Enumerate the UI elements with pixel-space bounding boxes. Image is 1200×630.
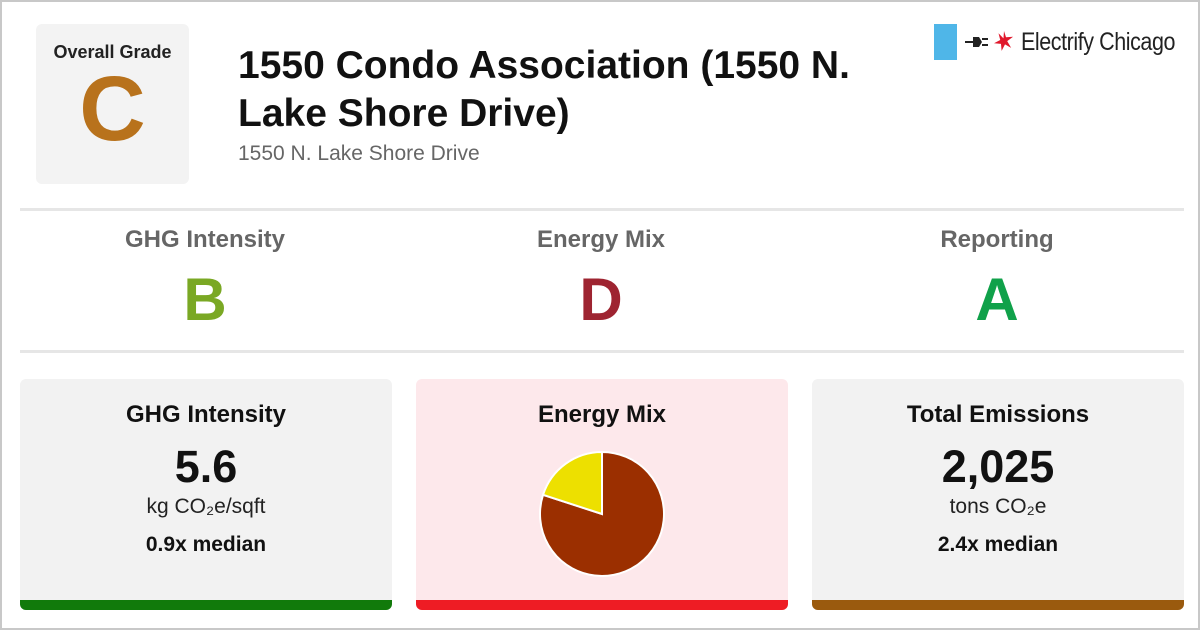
divider-middle bbox=[20, 350, 1184, 353]
card-title: GHG Intensity bbox=[125, 401, 287, 428]
pie-slice-1 bbox=[541, 450, 603, 516]
grade-title: Reporting bbox=[940, 226, 1054, 253]
plug-icon bbox=[965, 37, 988, 47]
energy-mix-card: Energy Mix bbox=[416, 379, 788, 610]
grade-title: GHG Intensity bbox=[124, 226, 286, 253]
energy-mix-pie-chart bbox=[539, 450, 665, 577]
brand-name: Electrify Chicago bbox=[1021, 27, 1176, 56]
ghg-intensity-card: GHG Intensity 5.6 kg CO₂e/sqft 0.9x medi… bbox=[20, 379, 392, 610]
grade-letter: B bbox=[183, 266, 227, 333]
card-accent-bar bbox=[20, 600, 392, 610]
grade-reporting: Reporting A bbox=[812, 226, 1182, 330]
total-emissions-unit: tons CO₂e bbox=[949, 495, 1047, 518]
ghg-intensity-value: 5.6 bbox=[174, 441, 238, 492]
card-title: Energy Mix bbox=[537, 401, 667, 428]
card-title: Total Emissions bbox=[906, 401, 1090, 428]
building-name: 1550 Condo Association (1550 N. Lake Sho… bbox=[238, 44, 850, 135]
card-accent-bar bbox=[812, 600, 1184, 610]
ghg-intensity-unit: kg CO₂e/sqft bbox=[146, 495, 266, 518]
grade-letter: A bbox=[975, 266, 1019, 333]
divider-top bbox=[20, 208, 1184, 211]
overall-grade-letter: C bbox=[79, 58, 146, 160]
total-emissions-value: 2,025 bbox=[941, 441, 1055, 492]
ghg-median-ratio: 0.9x median bbox=[145, 533, 267, 556]
grade-ghg-intensity: GHG Intensity B bbox=[20, 226, 390, 330]
emissions-median-ratio: 2.4x median bbox=[937, 533, 1059, 556]
total-emissions-card: Total Emissions 2,025 tons CO₂e 2.4x med… bbox=[812, 379, 1184, 610]
electrify-chicago-logo[interactable]: Electrify Chicago bbox=[934, 24, 1200, 60]
building-address: 1550 N. Lake Shore Drive bbox=[238, 142, 480, 165]
grade-letter: D bbox=[579, 266, 623, 333]
chicago-star-icon bbox=[994, 31, 1014, 51]
overall-grade-box: Overall Grade C bbox=[36, 24, 189, 184]
overall-grade-label: Overall Grade bbox=[53, 42, 172, 62]
card-accent-bar bbox=[416, 600, 788, 610]
grade-title: Energy Mix bbox=[536, 226, 666, 253]
flag-bar-icon bbox=[934, 24, 957, 60]
grade-energy-mix: Energy Mix D bbox=[416, 226, 786, 330]
